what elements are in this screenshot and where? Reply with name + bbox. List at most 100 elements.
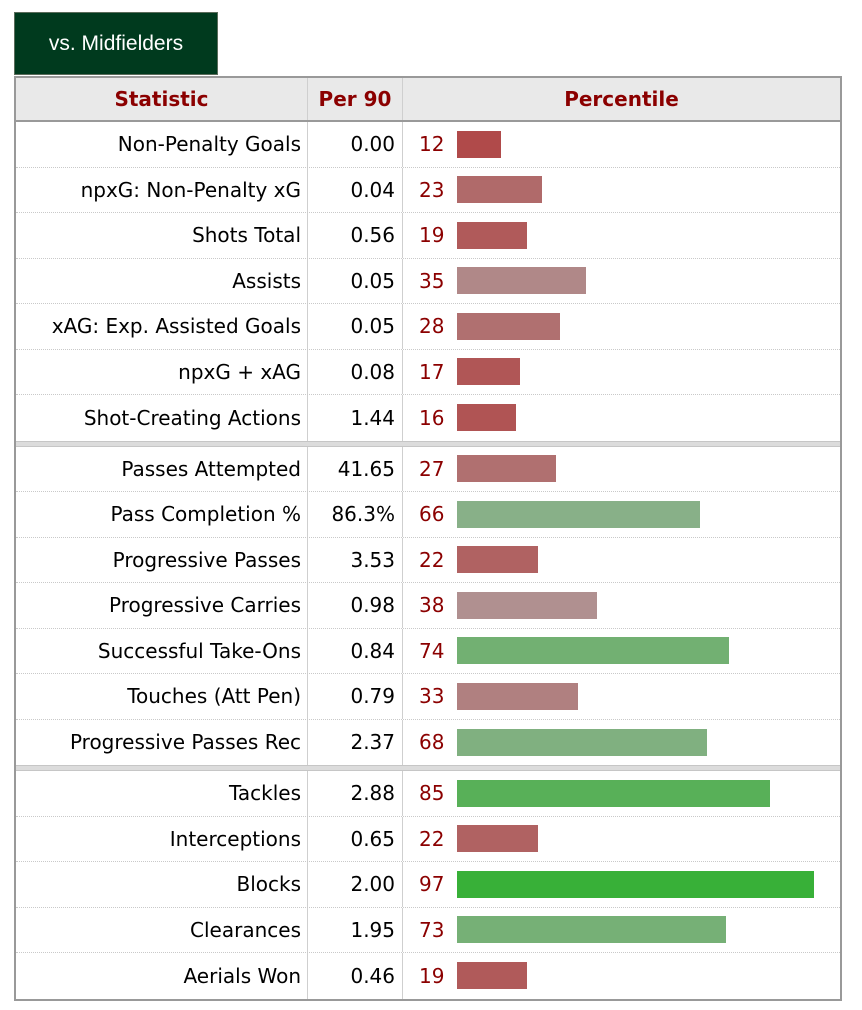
percentile-bar — [457, 312, 560, 340]
statistic-cell: Non-Penalty Goals — [16, 122, 308, 167]
per90-cell: 0.08 — [308, 349, 403, 394]
table-row: Pass Completion % 86.3% 66 — [16, 492, 840, 538]
percentile-value: 12 — [419, 132, 445, 157]
percentile-value: 35 — [419, 268, 445, 293]
per90-cell: 0.05 — [308, 258, 403, 303]
table-row: Progressive Carries 0.98 38 — [16, 583, 840, 629]
percentile-cell: 66 — [403, 492, 840, 537]
per90-cell: 3.53 — [308, 537, 403, 582]
per90-cell: 0.65 — [308, 816, 403, 861]
percentile-cell: 23 — [403, 168, 840, 213]
per90-cell: 0.05 — [308, 304, 403, 349]
statistic-cell: Clearances — [16, 907, 308, 952]
per90-cell: 41.65 — [308, 446, 403, 491]
table-row: Progressive Passes 3.53 22 — [16, 537, 840, 583]
statistic-cell: npxG + xAG — [16, 349, 308, 394]
statistic-cell: Shots Total — [16, 213, 308, 258]
percentile-cell: 22 — [403, 538, 840, 583]
percentile-value: 97 — [419, 872, 445, 897]
percentile-value: 23 — [419, 177, 445, 202]
percentile-bar — [457, 267, 586, 295]
percentile-bar — [457, 728, 707, 756]
table-row: Non-Penalty Goals 0.00 12 — [16, 122, 840, 168]
percentile-bar — [457, 637, 729, 665]
percentile-cell: 33 — [403, 674, 840, 719]
statistic-cell: xAG: Exp. Assisted Goals — [16, 304, 308, 349]
percentile-value: 38 — [419, 593, 445, 618]
table-row: Assists 0.05 35 — [16, 258, 840, 304]
percentile-value: 19 — [419, 223, 445, 248]
table-row: Passes Attempted 41.65 27 — [16, 446, 840, 492]
table-row: npxG: Non-Penalty xG 0.04 23 — [16, 167, 840, 213]
per90-cell: 0.84 — [308, 628, 403, 673]
table-row: Clearances 1.95 73 — [16, 907, 840, 953]
percentile-bar — [457, 404, 516, 432]
per90-cell: 1.95 — [308, 907, 403, 952]
percentile-bar — [457, 870, 814, 898]
per90-cell: 86.3% — [308, 492, 403, 537]
statistic-cell: Successful Take-Ons — [16, 628, 308, 673]
percentile-cell: 22 — [403, 817, 840, 862]
percentile-cell: 19 — [403, 953, 840, 999]
percentile-cell: 35 — [403, 259, 840, 304]
table-row: Interceptions 0.65 22 — [16, 816, 840, 862]
percentile-value: 22 — [419, 547, 445, 572]
percentile-value: 33 — [419, 684, 445, 709]
percentile-bar — [457, 916, 726, 944]
per90-cell: 0.79 — [308, 674, 403, 719]
percentile-value: 66 — [419, 502, 445, 527]
percentile-bar — [457, 176, 542, 204]
statistic-cell: Aerials Won — [16, 953, 308, 999]
table-body: Non-Penalty Goals 0.00 12 npxG: Non-Penalty… — [16, 122, 840, 999]
percentile-bar — [457, 500, 700, 528]
percentile-cell: 19 — [403, 213, 840, 258]
percentile-bar — [457, 130, 501, 158]
statistic-cell: Pass Completion % — [16, 492, 308, 537]
header-statistic: Statistic — [16, 78, 308, 120]
percentile-bar — [457, 546, 538, 574]
header-percentile: Percentile — [564, 87, 679, 111]
percentile-cell: 28 — [403, 304, 840, 349]
per90-cell: 0.46 — [308, 953, 403, 999]
tab-vs-midfielders[interactable]: vs. Midfielders — [14, 12, 218, 75]
table-header: Statistic Per 90 Percentile — [16, 76, 840, 122]
table-row: Aerials Won 0.46 19 — [16, 953, 840, 999]
percentile-bar — [457, 591, 597, 619]
percentile-cell: 17 — [403, 350, 840, 395]
per90-cell: 2.88 — [308, 771, 403, 816]
percentile-value: 28 — [419, 314, 445, 339]
percentile-bar — [457, 221, 527, 249]
table-row: xAG: Exp. Assisted Goals 0.05 28 — [16, 304, 840, 350]
table-row: Successful Take-Ons 0.84 74 — [16, 628, 840, 674]
statistic-cell: Tackles — [16, 771, 308, 816]
percentile-value: 27 — [419, 456, 445, 481]
percentile-value: 16 — [419, 405, 445, 430]
table-row: Touches (Att Pen) 0.79 33 — [16, 674, 840, 720]
group-separator — [16, 765, 840, 771]
statistic-cell: npxG: Non-Penalty xG — [16, 167, 308, 212]
percentile-cell: 68 — [403, 720, 840, 766]
statistic-cell: Touches (Att Pen) — [16, 674, 308, 719]
table-row: Shots Total 0.56 19 — [16, 213, 840, 259]
percentile-bar — [457, 682, 578, 710]
per90-cell: 0.04 — [308, 167, 403, 212]
percentile-cell: 97 — [403, 862, 840, 907]
percentile-value: 17 — [419, 359, 445, 384]
percentile-cell: 73 — [403, 908, 840, 953]
percentile-value: 19 — [419, 963, 445, 988]
statistic-cell: Progressive Passes Rec — [16, 719, 308, 765]
percentile-cell: 74 — [403, 629, 840, 674]
per90-cell: 2.00 — [308, 862, 403, 907]
percentile-cell: 16 — [403, 395, 840, 441]
per90-cell: 2.37 — [308, 719, 403, 765]
statistic-cell: Passes Attempted — [16, 446, 308, 491]
table-row: Shot-Creating Actions 1.44 16 — [16, 395, 840, 441]
table-row: Blocks 2.00 97 — [16, 862, 840, 908]
percentile-bar — [457, 825, 538, 853]
percentile-bar — [457, 962, 527, 990]
percentile-cell: 85 — [403, 771, 840, 816]
percentile-bar — [457, 779, 770, 807]
percentile-value: 85 — [419, 781, 445, 806]
statistic-cell: Progressive Passes — [16, 537, 308, 582]
percentile-cell: 12 — [403, 122, 840, 167]
